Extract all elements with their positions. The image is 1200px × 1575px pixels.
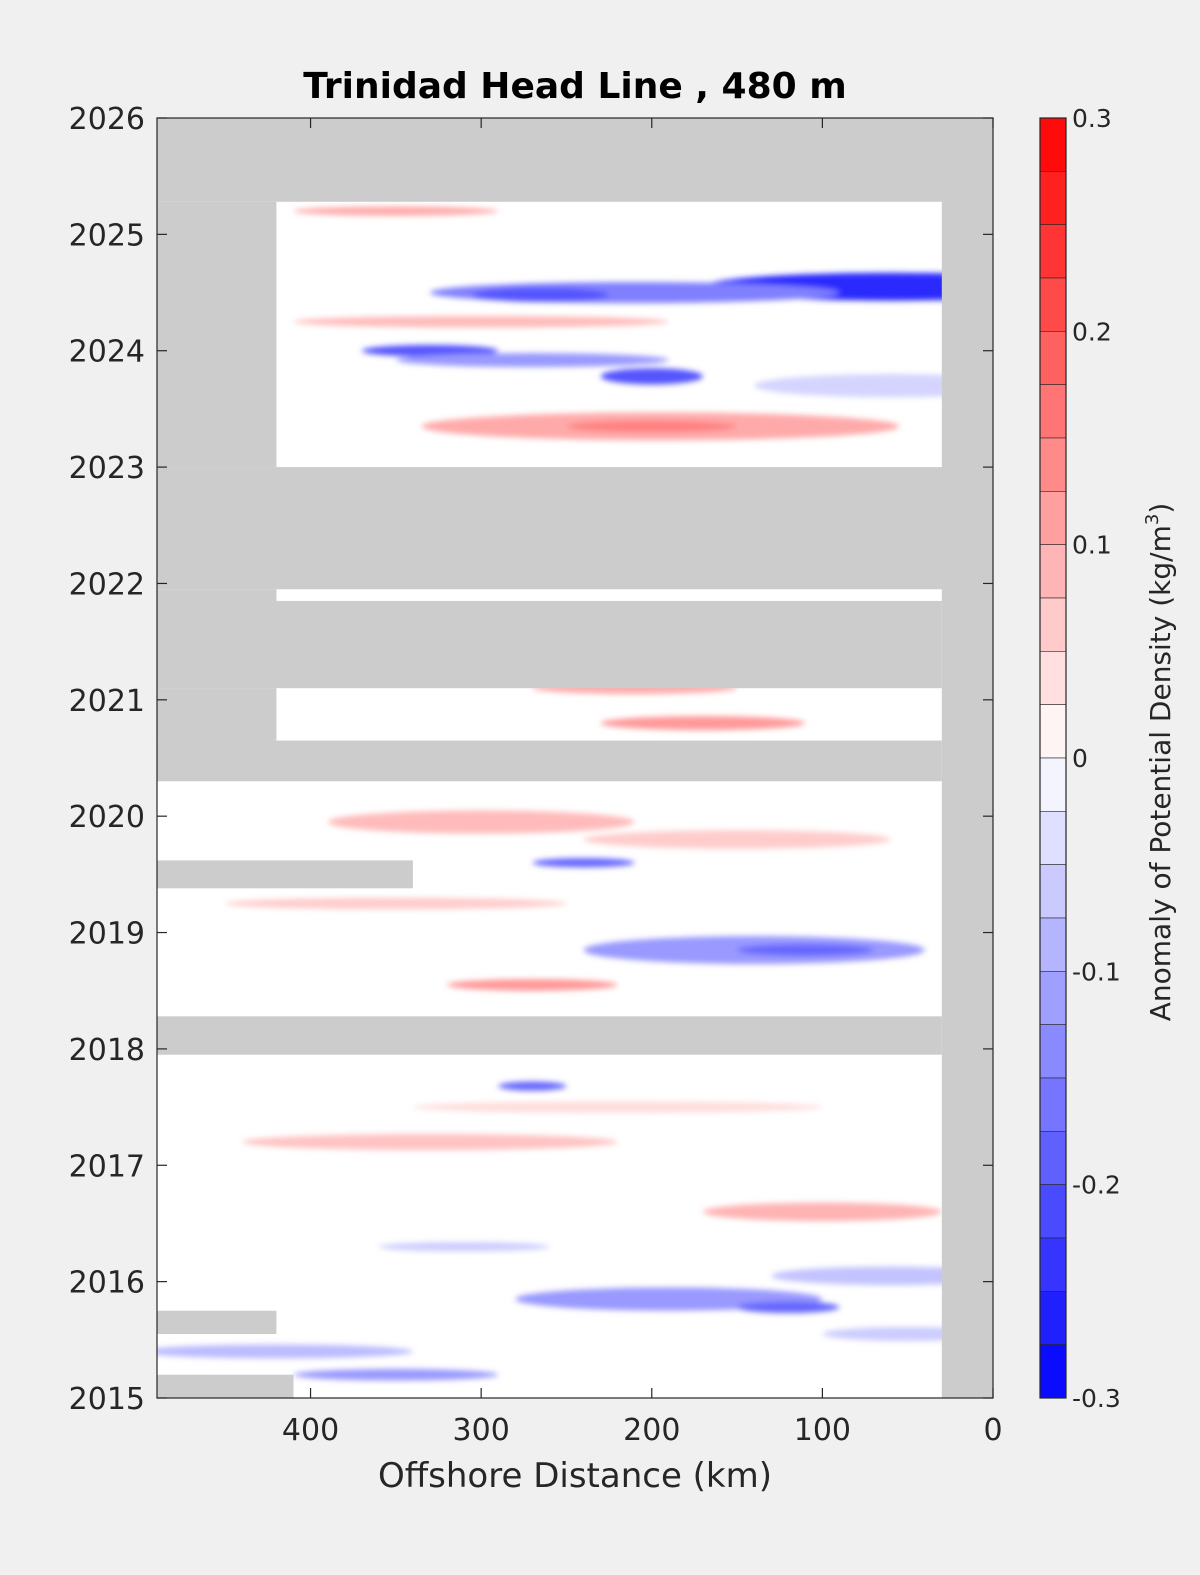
anomaly-feature — [771, 1266, 993, 1286]
no-data-region — [157, 1374, 294, 1398]
axis-ticks — [157, 117, 994, 1399]
colorbar-bin — [1039, 224, 1067, 279]
colorbar-bin — [1039, 1077, 1067, 1132]
anomaly-feature — [412, 1101, 823, 1113]
anomaly-feature — [293, 315, 669, 328]
anomaly-field — [157, 206, 993, 1381]
anomaly-feature — [327, 810, 635, 834]
colorbar-tick-labels: 0.3 0.2 0.1 0 -0.1 -0.2 -0.3 — [1072, 104, 1121, 1413]
no-data-region — [157, 600, 942, 689]
plot-area: 400 300 200 100 0 20152016201720182019202020… — [69, 102, 1003, 1448]
anomaly-feature — [754, 374, 993, 398]
y-tick-label: 2016 — [69, 1266, 145, 1301]
colorbar — [1039, 117, 1067, 1399]
y-tick-label: 2018 — [69, 1033, 145, 1068]
anomaly-feature — [532, 858, 635, 868]
colorbar-bin — [1039, 331, 1067, 385]
no-data-region — [157, 860, 413, 889]
colorbar-tick-label: 0.3 — [1072, 104, 1112, 133]
no-data-region — [157, 688, 277, 741]
anomaly-feature — [566, 420, 738, 433]
colorbar-frame — [1039, 117, 1067, 1399]
anomaly-feature — [472, 287, 610, 302]
y-tick-label: 2015 — [69, 1382, 145, 1417]
colorbar-bin — [1039, 1344, 1067, 1399]
no-data-region — [157, 201, 277, 468]
colorbar-tick-label: -0.1 — [1072, 957, 1121, 986]
no-data-region — [157, 589, 277, 689]
anomaly-feature — [737, 1301, 840, 1314]
colorbar-bin — [1039, 544, 1067, 599]
colorbar-bin — [1039, 757, 1067, 812]
chart-title: Trinidad Head Line , 480 m — [303, 66, 846, 107]
colorbar-bin — [1039, 171, 1067, 225]
no-data-region — [157, 1016, 942, 1055]
x-tick-label: 0 — [983, 1413, 1002, 1448]
colorbar-bin — [1039, 437, 1067, 492]
colorbar-bin — [1039, 651, 1067, 705]
x-tick-label: 200 — [623, 1413, 680, 1448]
plot-frame — [156, 117, 994, 1399]
anomaly-feature — [737, 944, 874, 956]
colorbar-bin — [1039, 1184, 1067, 1239]
anomaly-feature — [702, 1202, 942, 1222]
no-data-mask — [157, 118, 993, 1398]
y-tick-label: 2024 — [69, 335, 145, 370]
colorbar-bin — [1039, 704, 1067, 759]
colorbar-bin — [1039, 1291, 1067, 1345]
no-data-region — [157, 467, 993, 590]
colorbar-bin — [1039, 384, 1067, 439]
y-tick-label: 2020 — [69, 800, 145, 835]
colorbar-bin — [1039, 917, 1067, 972]
colorbar-bin — [1039, 1237, 1067, 1292]
y-tick-labels: 2015 2016 2017 2018 2019 2020 2021 2022 2023 2024… — [69, 102, 145, 1417]
colorbar-bin — [1039, 1131, 1067, 1185]
anomaly-feature — [600, 368, 703, 385]
no-data-region — [157, 118, 993, 202]
x-tick-labels: 400 300 200 100 0 — [282, 1413, 1003, 1448]
y-tick-label: 2022 — [69, 567, 145, 602]
colorbar-bin — [1039, 117, 1067, 172]
y-tick-label: 2025 — [69, 218, 145, 253]
colorbar-tick-label: 0.2 — [1072, 317, 1112, 346]
anomaly-feature — [583, 830, 891, 849]
anomaly-feature — [293, 1368, 499, 1381]
x-tick-label: 100 — [794, 1413, 851, 1448]
anomaly-feature — [600, 716, 806, 731]
x-tick-label: 400 — [282, 1413, 339, 1448]
anomaly-feature — [378, 1242, 550, 1252]
y-tick-label: 2026 — [69, 102, 145, 137]
anomaly-feature — [293, 206, 499, 216]
colorbar-bin — [1039, 864, 1067, 919]
anomaly-feature — [242, 1133, 618, 1151]
anomaly-feature — [498, 1081, 567, 1091]
colorbar-tick-label: -0.2 — [1072, 1171, 1121, 1200]
anomaly-feature — [395, 353, 669, 368]
colorbar-bin — [1039, 1024, 1067, 1079]
no-data-region — [941, 118, 993, 1398]
colorbar-label: Anomaly of Potential Density (kg/m3) — [1142, 503, 1177, 1022]
colorbar-tick-label: 0.1 — [1072, 531, 1112, 560]
y-tick-label: 2017 — [69, 1149, 145, 1184]
colorbar-bin — [1039, 971, 1067, 1025]
colorbar-bin — [1039, 277, 1067, 332]
colorbar-tick-label: 0 — [1072, 744, 1088, 773]
colorbar-bin — [1039, 597, 1067, 652]
colorbar-bin — [1039, 811, 1067, 865]
no-data-region — [157, 740, 942, 782]
colorbar-bin — [1039, 491, 1067, 545]
y-tick-label: 2019 — [69, 917, 145, 952]
colorbar-tick-label: -0.3 — [1072, 1384, 1121, 1413]
y-tick-label: 2021 — [69, 684, 145, 719]
no-data-region — [157, 1310, 277, 1334]
anomaly-feature — [447, 979, 618, 991]
x-tick-label: 300 — [453, 1413, 510, 1448]
anomaly-feature — [157, 1344, 413, 1359]
anomaly-feature — [361, 344, 499, 357]
y-tick-label: 2023 — [69, 451, 145, 486]
x-axis-label: Offshore Distance (km) — [378, 1456, 772, 1496]
anomaly-feature — [225, 897, 567, 910]
